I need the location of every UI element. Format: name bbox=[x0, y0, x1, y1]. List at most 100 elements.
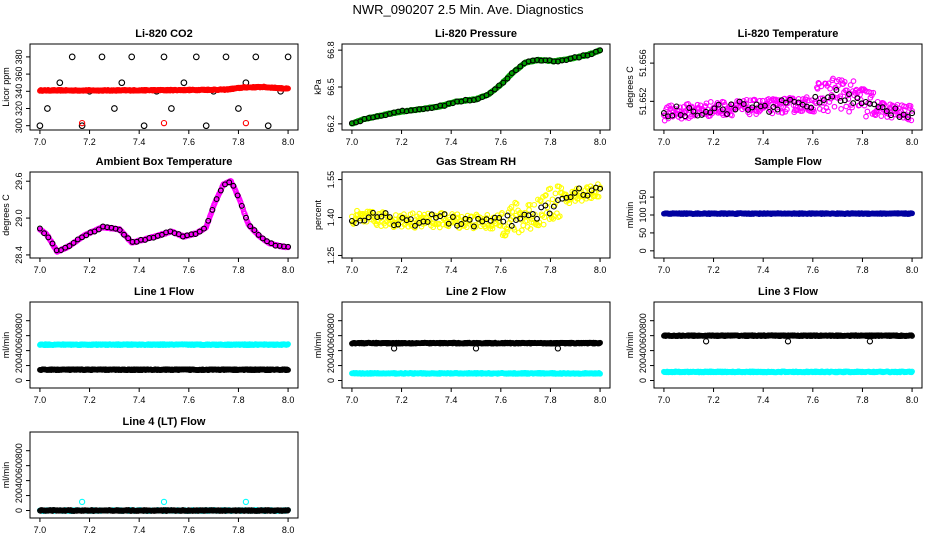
data-point bbox=[857, 91, 863, 98]
y-tick-label: 200 bbox=[14, 358, 24, 373]
data-point bbox=[864, 108, 871, 115]
plot-area bbox=[37, 341, 291, 374]
y-tick-label: 1.55 bbox=[326, 171, 336, 189]
data-point bbox=[378, 213, 385, 220]
x-tick-label: 7.2 bbox=[395, 265, 408, 275]
data-point bbox=[517, 215, 524, 222]
data-point bbox=[353, 220, 360, 227]
series-sample-flow bbox=[37, 366, 291, 374]
data-point bbox=[854, 95, 861, 102]
data-point bbox=[509, 208, 516, 215]
data-point bbox=[584, 192, 591, 199]
x-tick-label: 7.2 bbox=[83, 395, 96, 405]
series-line-flow bbox=[37, 341, 291, 348]
y-tick-label: 800 bbox=[14, 313, 24, 328]
data-point bbox=[818, 83, 825, 90]
data-point bbox=[68, 53, 76, 61]
data-point bbox=[201, 225, 207, 232]
y-axis-label: percent bbox=[313, 199, 323, 230]
data-point bbox=[820, 97, 827, 104]
data-point bbox=[540, 221, 547, 228]
data-point bbox=[686, 105, 693, 111]
data-point bbox=[534, 215, 540, 222]
data-point bbox=[382, 210, 389, 217]
data-point bbox=[883, 108, 890, 115]
data-point bbox=[209, 206, 216, 213]
y-tick-label: 29.0 bbox=[14, 209, 24, 227]
y-axis-label: ml/min bbox=[313, 332, 323, 359]
x-tick-label: 7.2 bbox=[395, 137, 408, 147]
data-point bbox=[878, 113, 885, 119]
x-tick-label: 7.8 bbox=[232, 395, 245, 405]
data-point bbox=[395, 221, 402, 228]
data-point bbox=[146, 235, 153, 241]
data-point bbox=[372, 214, 379, 220]
y-tick-label: 100 bbox=[638, 207, 648, 222]
data-point bbox=[483, 92, 490, 99]
data-point bbox=[567, 194, 574, 201]
series-sample-flow bbox=[661, 210, 915, 217]
data-point bbox=[280, 243, 287, 250]
data-point bbox=[454, 98, 461, 105]
plot-area bbox=[660, 75, 916, 124]
data-point bbox=[588, 187, 595, 194]
x-tick-label: 7.8 bbox=[544, 137, 557, 147]
data-point bbox=[728, 101, 735, 108]
data-point bbox=[756, 108, 762, 115]
data-point bbox=[421, 211, 428, 218]
y-axis-label: ml/min bbox=[625, 332, 635, 359]
data-point bbox=[900, 111, 907, 118]
x-tick-label: 7.6 bbox=[807, 137, 820, 147]
data-point bbox=[357, 118, 364, 125]
data-point bbox=[863, 113, 869, 120]
x-tick-label: 7.4 bbox=[133, 395, 146, 405]
data-point bbox=[597, 339, 603, 346]
data-point bbox=[740, 101, 747, 108]
data-point bbox=[83, 232, 90, 239]
data-point bbox=[360, 218, 367, 225]
data-point bbox=[285, 367, 291, 373]
data-point bbox=[571, 54, 578, 61]
x-tick-label: 7.2 bbox=[707, 265, 720, 275]
data-point bbox=[756, 97, 763, 104]
data-point bbox=[247, 223, 254, 230]
data-point bbox=[192, 231, 199, 237]
y-tick-label: 66.5 bbox=[326, 78, 336, 96]
y-tick-label: 400 bbox=[14, 343, 24, 358]
data-point bbox=[497, 223, 504, 229]
series-line-flow bbox=[661, 368, 915, 376]
x-tick-label: 7.2 bbox=[707, 395, 720, 405]
data-point bbox=[217, 187, 224, 194]
data-point bbox=[871, 101, 878, 108]
data-point bbox=[904, 114, 911, 120]
panel-title: Line 1 Flow bbox=[134, 286, 194, 298]
data-point bbox=[160, 53, 168, 61]
data-point bbox=[597, 370, 603, 377]
x-tick-label: 7.0 bbox=[34, 265, 47, 275]
x-tick-label: 8.0 bbox=[594, 395, 607, 405]
y-tick-label: 340 bbox=[14, 84, 24, 99]
data-point bbox=[526, 207, 532, 213]
series-sample-air-co2 bbox=[37, 83, 291, 127]
x-tick-label: 7.2 bbox=[395, 395, 408, 405]
x-tick-label: 7.8 bbox=[544, 395, 557, 405]
data-point bbox=[180, 79, 188, 87]
panel-title: Li-820 Temperature bbox=[738, 28, 839, 40]
panel-title: Li-820 CO2 bbox=[135, 28, 192, 40]
y-tick-label: 150 bbox=[638, 190, 648, 205]
x-tick-label: 7.4 bbox=[445, 395, 458, 405]
x-tick-label: 7.6 bbox=[183, 137, 196, 147]
y-tick-label: 380 bbox=[14, 49, 24, 64]
data-point bbox=[843, 103, 850, 110]
figure-title: NWR_090207 2.5 Min. Ave. Diagnostics bbox=[352, 2, 584, 17]
plot-frame bbox=[653, 301, 923, 389]
data-point bbox=[769, 110, 776, 117]
plot-frame bbox=[29, 43, 299, 131]
data-point bbox=[137, 236, 144, 243]
data-point bbox=[504, 75, 511, 82]
data-point bbox=[188, 231, 195, 238]
data-point bbox=[550, 216, 557, 222]
data-point bbox=[41, 230, 48, 237]
data-point bbox=[441, 211, 448, 218]
data-point bbox=[698, 111, 705, 118]
